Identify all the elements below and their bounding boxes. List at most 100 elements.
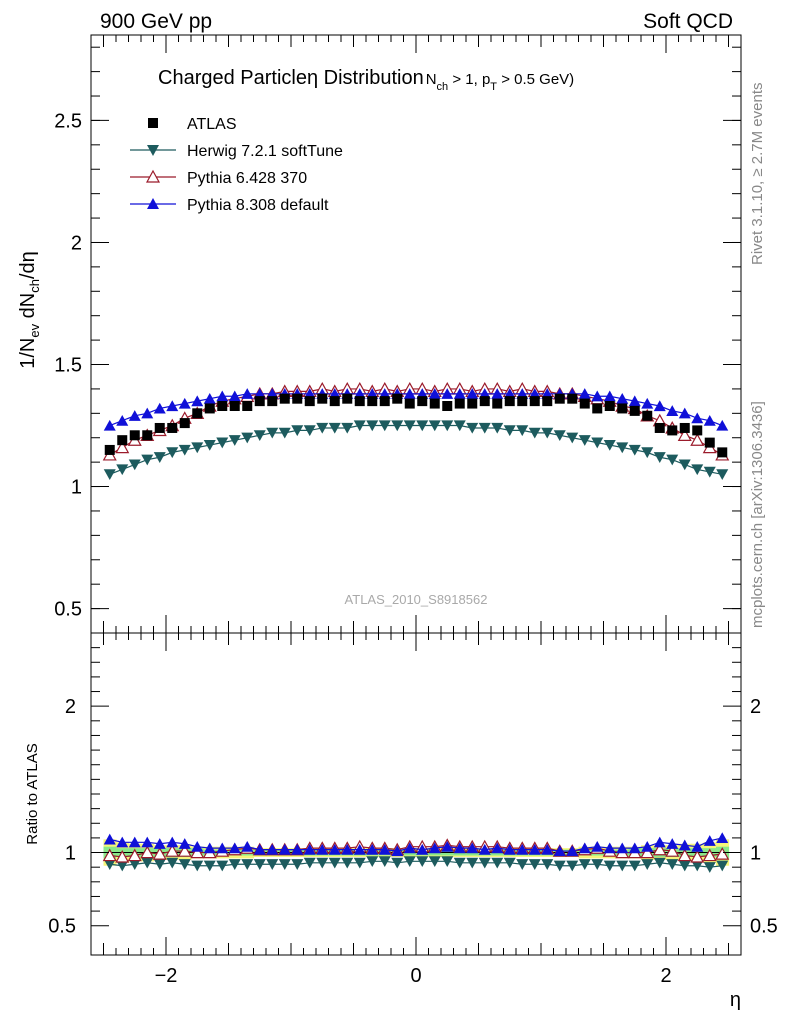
main-ytick-label: 1: [71, 477, 82, 499]
ratio-point-pythia8: [303, 843, 316, 855]
data-point-pythia8: [228, 390, 241, 402]
ratio-point-pythia6: [702, 848, 717, 862]
ratio-point-pythia8: [178, 838, 191, 849]
data-point-pythia8: [453, 388, 466, 399]
data-point-atlas: [704, 437, 715, 448]
ratio-point-herwig: [503, 857, 516, 869]
ratio-point-pythia8: [366, 843, 379, 855]
ratio-point-herwig: [166, 857, 179, 869]
data-point-atlas: [204, 403, 215, 414]
ratio-point-pythia8: [516, 843, 529, 855]
ratio-point-herwig: [691, 860, 704, 872]
ratio-point-herwig: [528, 859, 541, 870]
data-point-herwig: [703, 466, 716, 478]
header-energy: 900 GeV pp: [100, 10, 212, 33]
ratio-ytick-labels: 0.5 0.5 1 1 2 2: [48, 696, 778, 938]
data-point-herwig: [466, 422, 479, 434]
data-point-atlas: [642, 410, 653, 421]
data-point-atlas: [454, 398, 465, 409]
data-point-herwig: [591, 437, 604, 449]
main-series-atlas: [104, 393, 728, 458]
data-point-herwig: [291, 425, 304, 437]
analysis-watermark: ATLAS_2010_S8918562: [345, 592, 488, 607]
data-point-herwig: [303, 425, 316, 437]
data-point-atlas: [154, 422, 165, 433]
data-point-atlas: [554, 393, 565, 404]
data-point-herwig: [628, 444, 641, 456]
ratio-point-herwig: [316, 857, 329, 869]
data-point-herwig: [253, 430, 266, 441]
ratio-series-herwig: [103, 856, 729, 873]
ratio-point-pythia8: [628, 842, 641, 854]
data-point-herwig: [428, 420, 441, 432]
data-point-pythia8: [191, 395, 204, 407]
data-point-herwig: [391, 420, 404, 432]
ratio-point-herwig: [191, 860, 204, 872]
ratio-point-herwig: [378, 856, 391, 868]
ratio-point-pythia8: [541, 843, 554, 855]
data-point-herwig: [641, 447, 654, 459]
data-point-atlas: [604, 401, 615, 412]
data-point-herwig: [716, 469, 729, 481]
legend-marker-atlas: [148, 118, 158, 128]
ratio-ytick-label: 0.5: [48, 916, 76, 938]
data-point-atlas: [529, 396, 540, 407]
data-point-herwig: [528, 427, 541, 439]
data-point-herwig: [491, 422, 504, 434]
plot-title: Charged Particleη Distribution Nch > 1, p…: [158, 67, 574, 93]
ratio-point-pythia6: [190, 845, 205, 859]
data-point-atlas: [117, 435, 128, 446]
rivet-version-label: Rivet 3.1.10, ≥ 2.7M events: [749, 83, 766, 266]
ratio-point-herwig: [303, 857, 316, 869]
data-point-herwig: [653, 452, 666, 463]
ratio-point-herwig: [291, 859, 304, 870]
data-point-herwig: [116, 464, 129, 476]
data-point-atlas: [579, 398, 590, 409]
data-point-pythia8: [153, 402, 166, 414]
ratio-panel: 0.5 0.5 1 1 2 2 −2 0 2 Ratio to ATLAS η: [24, 632, 778, 1011]
data-point-herwig: [153, 452, 166, 463]
main-ytick-label: 0.5: [54, 599, 82, 621]
data-point-herwig: [178, 444, 191, 456]
ratio-point-pythia6: [665, 844, 680, 857]
data-point-pythia8: [403, 388, 416, 399]
ratio-point-pythia8: [141, 836, 154, 848]
ratio-point-herwig: [103, 859, 116, 870]
ratio-panel-frame: [90, 632, 742, 956]
ratio-point-pythia8: [378, 843, 391, 855]
ratio-point-pythia6: [140, 845, 155, 859]
data-point-pythia8: [591, 390, 604, 402]
data-point-herwig: [553, 430, 566, 441]
data-point-atlas: [167, 422, 178, 433]
ratio-point-pythia8: [128, 836, 141, 848]
data-point-pythia8: [141, 407, 154, 419]
data-point-herwig: [341, 422, 354, 434]
ratio-point-herwig: [216, 860, 229, 872]
data-point-pythia8: [491, 388, 504, 399]
ratio-point-pythia8: [341, 843, 354, 855]
ratio-point-herwig: [566, 860, 579, 872]
data-point-pythia8: [178, 397, 191, 409]
ratio-point-herwig: [516, 859, 529, 870]
ratio-point-pythia8: [441, 840, 454, 852]
ratio-point-herwig: [128, 859, 141, 870]
data-point-pythia8: [703, 414, 716, 426]
ratio-point-pythia8: [241, 840, 254, 852]
ratio-point-pythia6: [690, 850, 705, 863]
ratio-point-herwig: [341, 857, 354, 869]
data-point-herwig: [416, 420, 429, 432]
ratio-point-pythia8: [716, 832, 729, 844]
x-tick-labels: −2 0 2: [155, 965, 672, 987]
legend-marker-herwig: [147, 145, 159, 156]
ratio-point-herwig: [578, 859, 591, 870]
ratio-ytick-label: 2: [65, 696, 76, 718]
data-point-herwig: [403, 420, 416, 432]
ratio-point-pythia8: [653, 836, 666, 848]
data-point-herwig: [378, 420, 391, 432]
data-point-herwig: [266, 427, 279, 439]
ratio-point-herwig: [328, 857, 341, 869]
ratio-point-herwig: [466, 857, 479, 869]
data-point-atlas: [417, 396, 428, 407]
ratio-point-pythia8: [253, 843, 266, 855]
data-point-atlas: [179, 418, 190, 429]
